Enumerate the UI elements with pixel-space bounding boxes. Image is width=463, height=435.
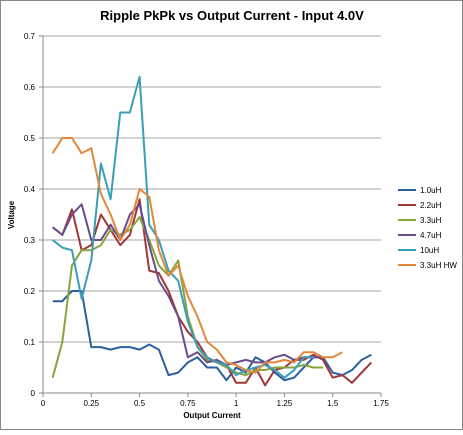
y-tick-label: 0.4 bbox=[24, 185, 36, 194]
legend-label: 3.3uH bbox=[420, 216, 442, 225]
series-line bbox=[52, 75, 314, 379]
series-line bbox=[52, 203, 324, 366]
x-tick-label: 1.75 bbox=[373, 399, 389, 408]
x-axis-title: Output Current bbox=[183, 411, 241, 420]
series-line bbox=[51, 216, 324, 378]
legend-label: 3.3uH HW bbox=[420, 261, 457, 270]
y-tick-label: 0.6 bbox=[24, 83, 36, 92]
y-tick-label: 0.2 bbox=[24, 287, 36, 296]
y-tick-label: 0 bbox=[31, 389, 36, 398]
legend-label: 1.0uH bbox=[420, 186, 442, 195]
series-line bbox=[51, 137, 343, 374]
y-tick-label: 0.7 bbox=[24, 32, 36, 41]
y-axis-title: Voltage bbox=[7, 200, 16, 229]
x-tick-label: 0.25 bbox=[83, 399, 99, 408]
y-tick-label: 0.3 bbox=[24, 236, 36, 245]
x-tick-label: 0.5 bbox=[134, 399, 146, 408]
x-tick-label: 1.5 bbox=[327, 399, 339, 408]
chart-title: Ripple PkPk vs Output Current - Input 4.… bbox=[100, 8, 364, 23]
x-tick-label: 1 bbox=[234, 399, 239, 408]
legend-label: 10uH bbox=[420, 246, 439, 255]
x-tick-label: 0.75 bbox=[180, 399, 196, 408]
legend-label: 4.7uH bbox=[420, 231, 442, 240]
y-tick-label: 0.1 bbox=[24, 338, 36, 347]
y-tick-label: 0.5 bbox=[24, 134, 36, 143]
x-tick-label: 0 bbox=[41, 399, 46, 408]
x-tick-label: 1.25 bbox=[277, 399, 293, 408]
legend-label: 2.2uH bbox=[420, 201, 442, 210]
